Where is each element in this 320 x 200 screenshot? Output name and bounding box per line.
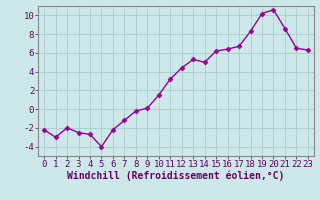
X-axis label: Windchill (Refroidissement éolien,°C): Windchill (Refroidissement éolien,°C) [67,171,285,181]
